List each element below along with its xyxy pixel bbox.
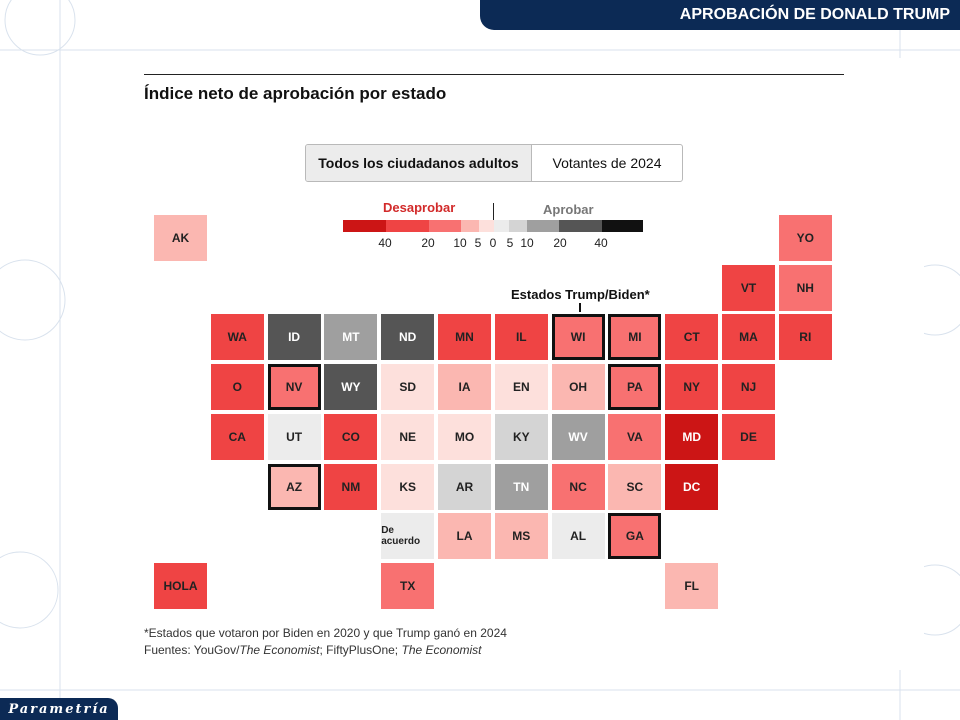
state-tile[interactable]: DE <box>722 413 775 460</box>
state-tile[interactable]: HOLA <box>154 562 207 609</box>
state-tile[interactable]: O <box>210 364 264 411</box>
state-tile[interactable]: VT <box>722 264 775 311</box>
state-tile[interactable]: WV <box>551 413 605 460</box>
state-tile[interactable]: SD <box>381 364 435 411</box>
state-tile[interactable]: MT <box>324 314 378 361</box>
header-banner: APROBACIÓN DE DONALD TRUMP <box>480 0 960 30</box>
legend-swatch <box>479 220 494 232</box>
sources-mid: ; FiftyPlusOne; <box>319 643 402 657</box>
population-toggle: Todos los ciudadanos adultos Votantes de… <box>305 144 683 182</box>
state-tile[interactable]: NV <box>267 364 321 411</box>
legend-tick: 40 <box>594 236 608 250</box>
legend-swatch <box>386 220 429 232</box>
state-tile[interactable]: De acuerdo <box>381 513 435 560</box>
annotation-pointer <box>579 303 581 312</box>
legend-tick: 10 <box>453 236 467 250</box>
legend-tick: 20 <box>553 236 567 250</box>
trump-biden-annotation: Estados Trump/Biden* <box>511 287 650 302</box>
legend-divider <box>493 203 494 231</box>
state-tile[interactable]: TN <box>494 463 548 510</box>
tab-2024-voters[interactable]: Votantes de 2024 <box>552 155 662 171</box>
legend-approve-label: Aprobar <box>543 202 594 217</box>
state-tile[interactable]: VA <box>608 413 662 460</box>
sources-prefix: Fuentes: YouGov/ <box>144 643 240 657</box>
legend-tick: 5 <box>506 236 514 250</box>
state-tile[interactable]: ID <box>267 314 321 361</box>
legend-swatch <box>429 220 461 232</box>
state-tile[interactable]: WA <box>210 314 264 361</box>
state-tile[interactable]: CO <box>324 413 378 460</box>
parametria-logo: Parametría <box>0 698 118 720</box>
state-tile[interactable]: WY <box>324 364 378 411</box>
state-tile[interactable]: NE <box>381 413 435 460</box>
state-tile[interactable]: OH <box>551 364 605 411</box>
legend-swatch <box>559 220 602 232</box>
state-tile[interactable]: EN <box>494 364 548 411</box>
state-tile[interactable]: AK <box>154 215 207 261</box>
state-tile[interactable]: NH <box>778 264 832 311</box>
state-tile[interactable]: NJ <box>722 364 775 411</box>
state-tile[interactable]: RI <box>778 314 832 361</box>
state-tile[interactable]: UT <box>267 413 321 460</box>
legend-swatch <box>509 220 527 232</box>
legend-swatch <box>343 220 386 232</box>
state-tile[interactable]: NY <box>665 364 719 411</box>
legend-tick: 5 <box>474 236 482 250</box>
state-tile[interactable]: MS <box>494 513 548 560</box>
state-tile[interactable]: MI <box>608 314 662 361</box>
legend-tick: 0 <box>489 236 497 250</box>
state-tile[interactable]: MN <box>438 314 491 361</box>
state-tile[interactable]: MD <box>665 413 719 460</box>
sources-economist-1: The Economist <box>239 643 320 657</box>
legend-disapprove-label: Desaprobar <box>383 200 456 215</box>
legend-tick: 40 <box>378 236 392 250</box>
legend-swatch <box>602 220 643 232</box>
state-tile[interactable]: MA <box>722 314 775 361</box>
state-tile[interactable]: NC <box>551 463 605 510</box>
state-tile[interactable]: CT <box>665 314 719 361</box>
state-tile[interactable]: AZ <box>267 463 321 510</box>
legend-tick: 10 <box>520 236 534 250</box>
tab-all-adults[interactable]: Todos los ciudadanos adultos <box>306 145 532 181</box>
chart-title: Índice neto de aprobación por estado <box>144 84 447 103</box>
state-tile[interactable]: MO <box>438 413 491 460</box>
sources-economist-2: The Economist <box>401 643 482 657</box>
title-rule <box>144 74 844 75</box>
state-tile[interactable]: AR <box>438 463 491 510</box>
state-tile[interactable]: AL <box>551 513 605 560</box>
state-tile[interactable]: ND <box>381 314 435 361</box>
state-tile[interactable]: KS <box>381 463 435 510</box>
state-tile[interactable]: NM <box>324 463 378 510</box>
state-tile[interactable]: PA <box>608 364 662 411</box>
legend-tick: 20 <box>421 236 435 250</box>
state-tile[interactable]: SC <box>608 463 662 510</box>
state-tile[interactable]: KY <box>494 413 548 460</box>
state-tile[interactable]: DC <box>665 463 719 510</box>
state-tile[interactable]: GA <box>608 513 662 560</box>
state-tile[interactable]: IL <box>494 314 548 361</box>
legend-swatch <box>527 220 559 232</box>
state-tile[interactable]: CA <box>210 413 264 460</box>
footnote: *Estados que votaron por Biden en 2020 y… <box>144 626 507 640</box>
state-tile[interactable]: IA <box>438 364 491 411</box>
state-tile[interactable]: LA <box>438 513 491 560</box>
legend-swatch <box>494 220 509 232</box>
banner-title: APROBACIÓN DE DONALD TRUMP <box>679 6 950 23</box>
legend-swatch <box>461 220 479 232</box>
sources-line: Fuentes: YouGov/The Economist; FiftyPlus… <box>144 643 482 657</box>
state-tile[interactable]: TX <box>381 562 435 609</box>
state-tile[interactable]: WI <box>551 314 605 361</box>
state-tile[interactable]: FL <box>665 562 719 609</box>
state-tile[interactable]: YO <box>778 215 832 261</box>
